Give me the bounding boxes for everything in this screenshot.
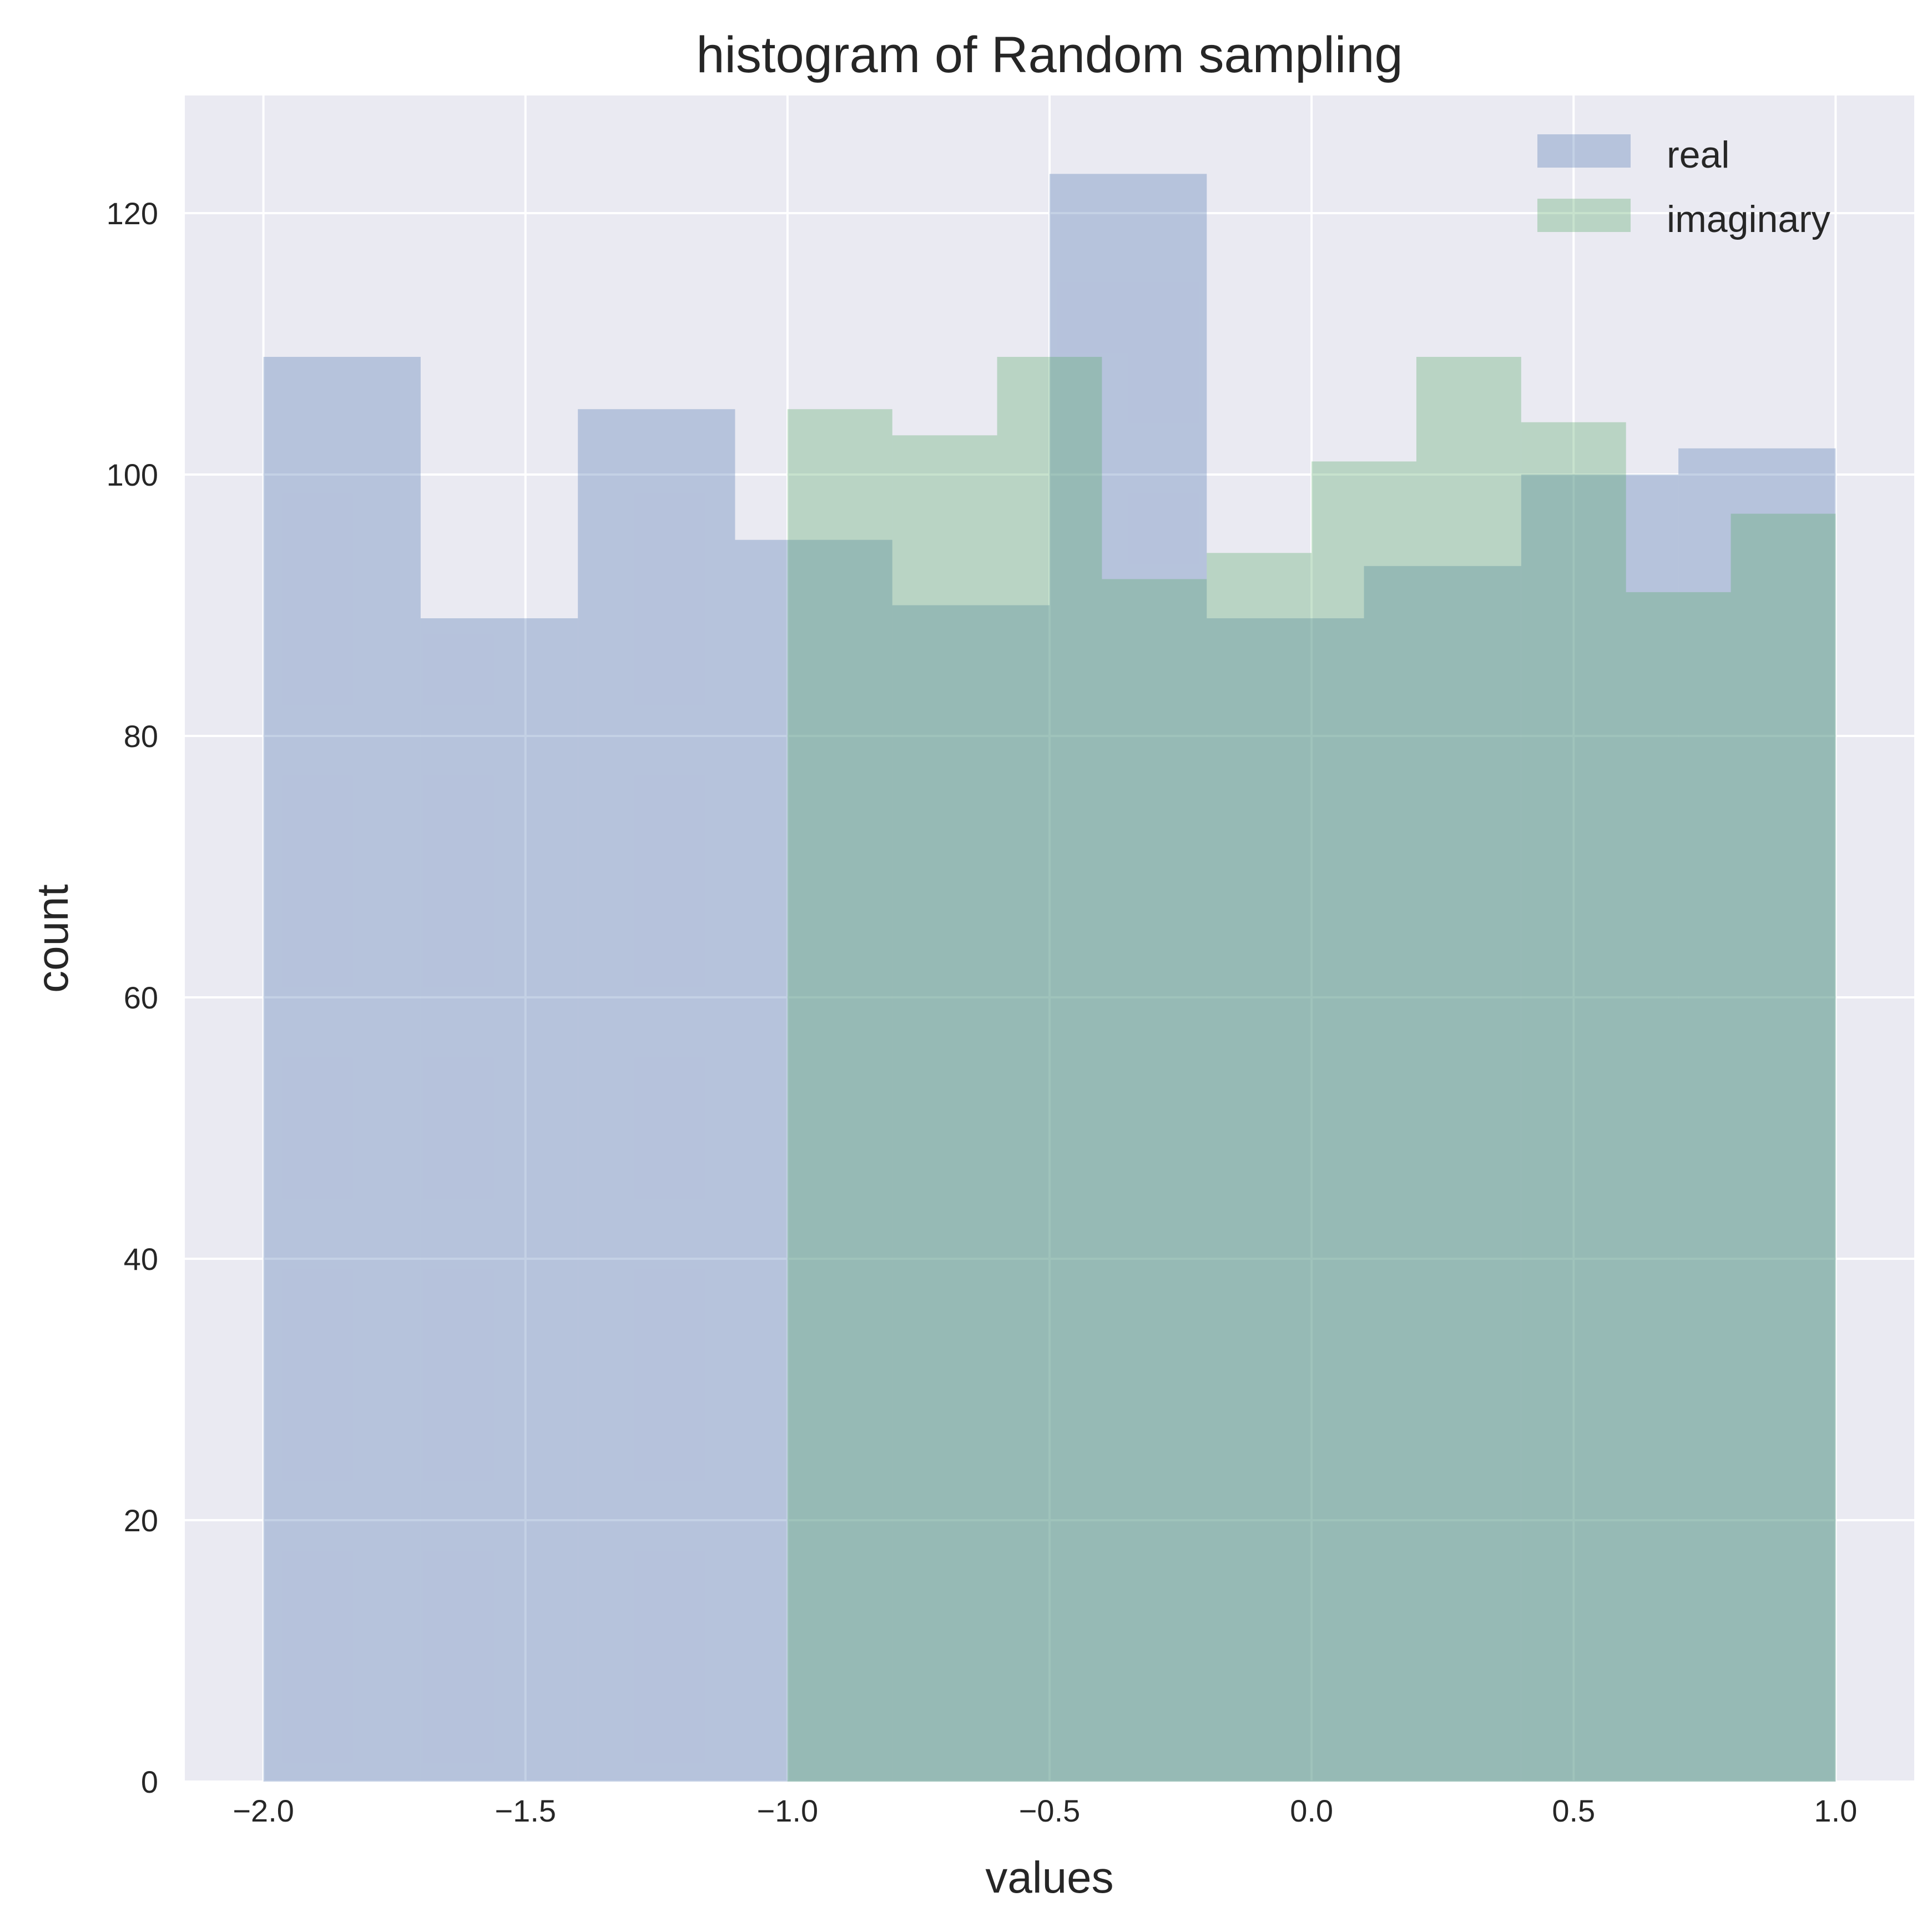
imaginary-bar-0 <box>787 409 892 1782</box>
imaginary-bar-5 <box>1311 461 1416 1782</box>
legend-item-imaginary: imaginary <box>1537 198 1830 240</box>
histogram-bars <box>263 174 1836 1782</box>
imaginary-bar-4 <box>1207 553 1312 1782</box>
y-tick-label: 100 <box>107 457 158 492</box>
x-tick-label: −1.0 <box>757 1793 819 1828</box>
legend-item-real: real <box>1537 134 1729 176</box>
legend-label: real <box>1667 134 1729 176</box>
imaginary-bar-6 <box>1416 357 1521 1782</box>
grid-lines <box>185 95 1914 1783</box>
y-axis-ticks: 0 20 40 60 80 100 120 <box>107 196 158 1799</box>
y-axis-title: count <box>28 884 77 993</box>
imaginary-bar-1 <box>892 435 997 1782</box>
legend-label: imaginary <box>1667 198 1830 240</box>
x-axis-title: values <box>985 1853 1113 1902</box>
y-tick-label: 120 <box>107 196 158 231</box>
real-bar-6 <box>1207 618 1364 1782</box>
real-bar-9 <box>1678 448 1836 1782</box>
y-tick-label: 80 <box>124 719 158 754</box>
x-tick-label: −1.5 <box>495 1793 556 1828</box>
legend: real imaginary <box>1537 134 1830 240</box>
chart-title: histogram of Random sampling <box>696 27 1403 83</box>
x-tick-label: −0.5 <box>1019 1793 1081 1828</box>
y-tick-label: 60 <box>124 980 158 1015</box>
real-bar-0 <box>263 357 421 1782</box>
real-bar-8 <box>1521 474 1679 1782</box>
real-bar-3 <box>735 539 892 1782</box>
y-tick-label: 20 <box>124 1503 158 1538</box>
series-real <box>263 174 1836 1782</box>
imaginary-bar-3 <box>1102 579 1207 1782</box>
legend-swatch <box>1537 134 1631 168</box>
imaginary-bar-8 <box>1626 592 1731 1782</box>
x-tick-label: 0.5 <box>1552 1793 1595 1828</box>
y-tick-label: 40 <box>124 1242 158 1277</box>
x-tick-label: 0.0 <box>1290 1793 1333 1828</box>
real-bar-1 <box>420 618 578 1782</box>
imaginary-bar-9 <box>1731 513 1836 1782</box>
real-bar-4 <box>892 605 1050 1782</box>
imaginary-bar-2 <box>997 357 1102 1782</box>
real-bar-2 <box>578 409 735 1782</box>
series-imaginary <box>787 357 1836 1782</box>
imaginary-bar-7 <box>1521 422 1626 1782</box>
legend-swatch <box>1537 199 1631 232</box>
x-axis-ticks: −2.0 −1.5 −1.0 −0.5 0.0 0.5 1.0 <box>233 1793 1857 1828</box>
real-bar-5 <box>1050 174 1207 1782</box>
real-bar-7 <box>1364 566 1521 1782</box>
x-tick-label: 1.0 <box>1814 1793 1857 1828</box>
y-tick-label: 0 <box>141 1764 158 1799</box>
x-tick-label: −2.0 <box>233 1793 294 1828</box>
